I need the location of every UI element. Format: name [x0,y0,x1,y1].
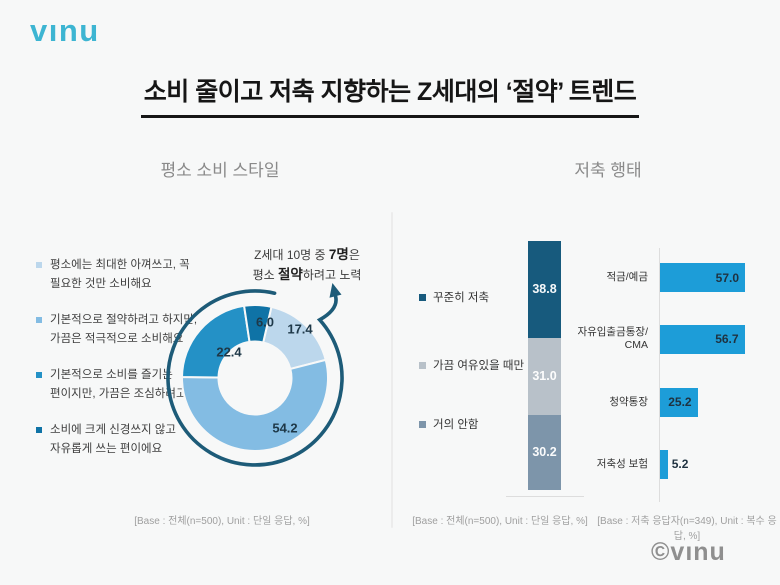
stacked-bar-baseline [506,496,584,497]
bar [660,324,745,354]
annotation-line: 평소 절약하려고 노력 [225,265,389,285]
bar-value-label: 31.0 [532,369,557,384]
copyright-logo: ©vınu [651,538,726,566]
section-header-consumption-style: 평소 소비 스타일 [160,161,280,180]
donut-value-label: 22.4 [216,345,242,360]
donut-value-label: 6.0 [256,315,274,330]
legend-item: 평소에는 최대한 아껴쓰고, 꼭 필요한 것만 소비해요 [36,256,231,294]
legend-item: 기본적으로 절약하려고 하지만, 가끔은 적극적으로 소비해요 [36,311,231,349]
arrow-head-icon [329,283,342,298]
donut-annotation: Z세대 10명 중 7명은 평소 절약하려고 노력 [225,245,389,285]
donut-value-label: 17.4 [287,322,313,337]
bar-value-label: 30.2 [532,445,557,460]
legend-label: 가끔 여유있을 때만 [433,360,525,372]
bar [660,449,668,479]
saving-products-bar-chart: 적금/예금 57.0 자유입출금통장/ CMA 56.7 청약통장 25.2 저축성 보험 5… [560,248,780,502]
annotation-bold-text: 7명 [328,247,349,262]
seventy-percent-arrow-arc [166,289,344,467]
legend-label: 소비에 크게 신경쓰지 않고 자유롭게 쓰는 편이에요 [50,424,176,455]
legend-item: 거의 안함 [419,416,479,432]
consumption-style-donut-chart: 17.4 54.2 22.4 6.0 [166,283,344,467]
panel-divider [391,212,393,528]
stacked-bar-segment: 31.0 [528,337,561,415]
page-title: 소비 줄이고 저축 지향하는 Z세대의 ‘절약’ 트렌드 [140,72,640,118]
footnote-saving-products: [Base : 저축 응답자(n=349), Unit : 복수 응답, %] [597,516,777,542]
legend-label: 거의 안함 [433,419,479,431]
bar-value-label: 56.7 [715,332,739,346]
bar-category-label: 자유입출금통장/ CMA [577,326,648,351]
donut-segment [242,304,273,344]
annotation-line: Z세대 10명 중 7명은 [225,245,389,265]
bar [660,387,698,417]
legend-bullet [36,372,42,378]
legend-item: 가끔 여유있을 때만 [419,357,524,373]
bar-category-label: 청약통장 [609,395,648,408]
legend-bullet [36,317,42,323]
brand-logo: vınu [30,13,100,48]
bar [660,263,745,292]
annotation-text: 은 [348,248,360,262]
annotation-bold-text: 절약 [278,267,303,282]
legend-item: 기본적으로 소비를 즐기는 편이지만, 가끔은 조심하려고 해요 [36,366,231,404]
bar-value-label: 5.2 [671,457,689,471]
legend-bullet [36,262,42,268]
legend-bullet [419,420,426,428]
annotation-text: 하려고 노력 [302,268,362,282]
section-header-saving-behavior: 저축 행태 [574,161,642,180]
donut-segment [181,358,329,452]
legend-bullet [419,361,426,369]
title-row: 소비 줄이고 저축 지향하는 Z세대의 ‘절약’ 트렌드 [0,72,780,118]
legend-label: 기본적으로 소비를 즐기는 편이지만, 가끔은 조심하려고 해요 [50,369,211,400]
bar-value-label: 38.8 [532,282,557,297]
legend-label: 기본적으로 절약하려고 하지만, 가끔은 적극적으로 소비해요 [50,314,198,345]
bar-value-label: 25.2 [668,395,692,409]
annotation-text: 평소 [252,268,279,282]
footnote-consumption: [Base : 전체(n=500), Unit : 단일 응답, %] [134,516,310,527]
legend-label: 평소에는 최대한 아껴쓰고, 꼭 필요한 것만 소비해요 [50,259,190,290]
bar-chart-axis-line [659,248,660,502]
bar-value-label: 57.0 [715,270,739,285]
bar-category-label: 적금/예금 [606,271,648,283]
saving-frequency-stacked-bar: 38.8 31.0 30.2 [528,241,561,490]
annotation-text: Z세대 10명 중 [254,248,329,262]
stacked-bar-segment: 30.2 [528,414,561,490]
legend-bullet [36,427,42,433]
footnote-saving-frequency: [Base : 전체(n=500), Unit : 단일 응답, %] [412,516,588,527]
stacked-bar-segment: 38.8 [528,241,561,338]
legend-item: 꾸준히 저축 [419,289,489,305]
donut-value-label: 54.2 [272,421,297,436]
bar-category-label: 저축성 보험 [596,457,648,470]
legend-label: 꾸준히 저축 [433,292,490,304]
legend-item: 소비에 크게 신경쓰지 않고 자유롭게 쓰는 편이에요 [36,421,231,459]
legend-bullet [419,293,426,301]
